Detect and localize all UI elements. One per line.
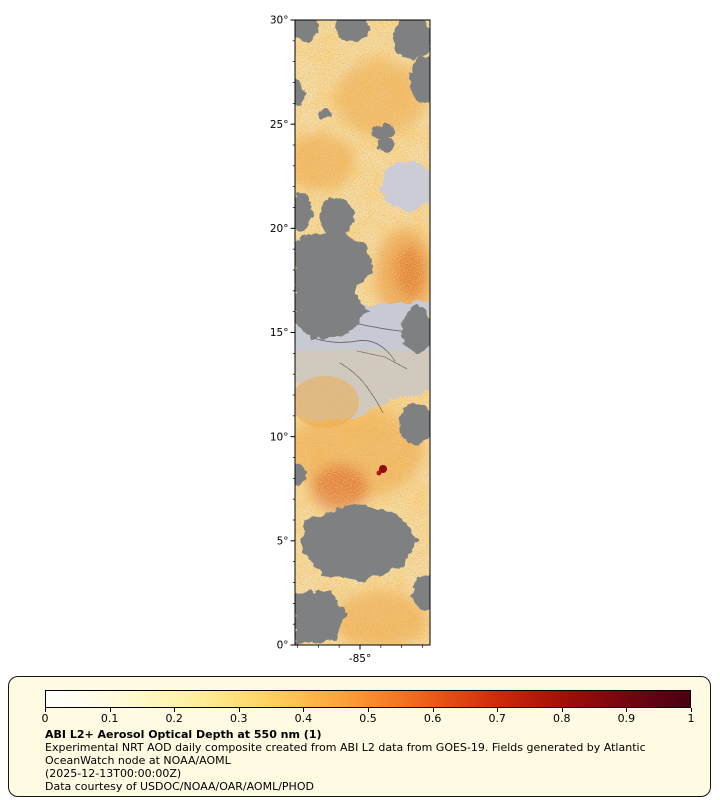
colorbar-tick-label: 0.3 [230, 712, 248, 725]
legend-title: ABI L2+ Aerosol Optical Depth at 550 nm … [45, 728, 322, 741]
colorbar-tick-label: 0.4 [294, 712, 313, 725]
latitude-axis: 30° 25° 20° 15° 10° 5° 0° [270, 15, 289, 652]
colorbar-tick [691, 708, 692, 712]
lat-tick-label: 20° [270, 223, 289, 235]
colorbar-tick [109, 708, 111, 712]
colorbar-tick [497, 708, 499, 712]
colorbar-tick-label: 1 [687, 712, 695, 725]
colorbar-tick-label: 0.9 [617, 712, 636, 725]
lat-tick-label: 30° [270, 15, 289, 27]
axis-minor-ticks [292, 40, 423, 648]
lat-tick-label: 15° [270, 327, 289, 339]
colorbar-tick [368, 708, 369, 712]
aod-map-figure-svg: 30° 25° 20° 15° 10° 5° 0° -85° [270, 15, 431, 665]
axis-major-ticks [290, 19, 361, 650]
colorbar-tick-label: 0 [41, 712, 49, 725]
colorbar-tick-label: 0.6 [423, 712, 442, 725]
lat-tick-label: 0° [277, 640, 289, 652]
colorbar-tick-label: 0.1 [100, 712, 119, 725]
colorbar-tick [432, 708, 434, 712]
colorbar-gradient [45, 690, 691, 708]
colorbar-tick [174, 708, 176, 712]
colorbar-tick-label: 0.5 [359, 712, 377, 725]
legend-timestamp: (2025-12-13T00:00:00Z) [45, 766, 182, 780]
colorbar: 0 0.1 0.2 0.3 0.4 0.5 0.6 0.7 0.8 0.9 1 [41, 690, 695, 734]
colorbar-legend-box: 0 0.1 0.2 0.3 0.4 0.5 0.6 0.7 0.8 0.9 1 … [8, 676, 711, 797]
lat-tick-label: 25° [270, 119, 289, 131]
legend-text-block: ABI L2+ Aerosol Optical Depth at 550 nm … [45, 728, 713, 794]
colorbar-tick [561, 708, 563, 712]
legend-description: Experimental NRT AOD daily composite cre… [45, 740, 646, 767]
colorbar-tick [238, 708, 240, 712]
legend-credit: Data courtesy of USDOC/NOAA/OAR/AOML/PHO… [45, 779, 314, 793]
colorbar-tick [45, 708, 46, 712]
colorbar-tick-label: 0.8 [553, 712, 571, 725]
colorbar-tick-label: 0.7 [488, 712, 506, 725]
cloud-no-data-mask [295, 20, 430, 645]
colorbar-tick-label: 0.2 [165, 712, 183, 725]
lon-tick-label: -85° [349, 653, 371, 665]
aod-hotspot [379, 465, 387, 473]
colorbar-tick [626, 708, 628, 712]
aod-raster [295, 20, 430, 645]
lat-tick-label: 10° [270, 431, 289, 443]
colorbar-tick [303, 708, 305, 712]
lat-tick-label: 5° [277, 536, 289, 548]
